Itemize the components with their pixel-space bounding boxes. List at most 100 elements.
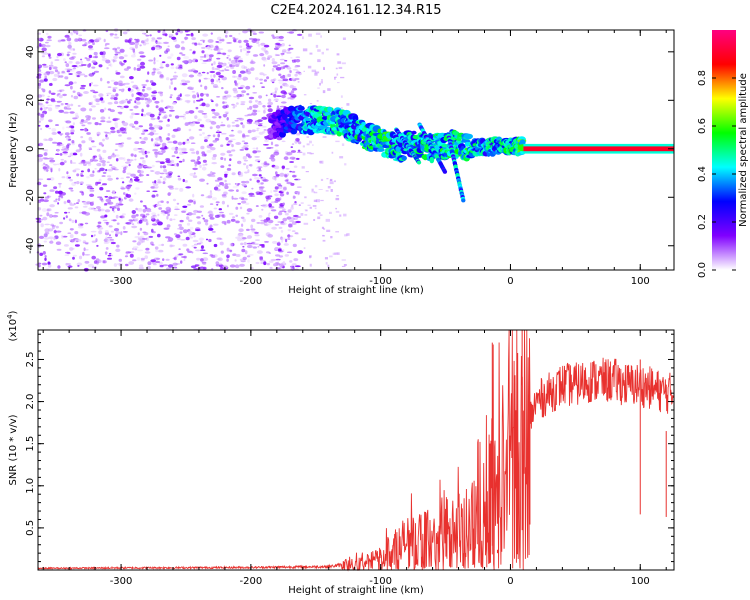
noise-cell [297,141,302,145]
noise-cell [220,152,226,156]
noise-cell [184,94,191,97]
noise-cell [259,82,263,84]
noise-cell [280,230,284,233]
noise-cell [258,167,262,171]
sparse-cell [309,255,312,258]
noise-cell [151,82,157,86]
noise-cell [242,124,246,129]
sparse-cell [307,152,312,154]
noise-cell [260,262,264,264]
noise-cell [81,140,86,144]
noise-cell [53,163,58,166]
noise-cell [85,201,92,205]
noise-cell [280,222,285,226]
noise-cell [100,198,104,203]
noise-cell [167,118,170,122]
noise-cell [232,106,236,109]
noise-cell [119,75,125,79]
noise-cell [175,66,179,70]
noise-cell [89,189,95,192]
noise-cell [127,87,131,92]
noise-cell [157,201,160,205]
noise-cell [256,127,260,130]
noise-cell [201,266,204,270]
noise-cell [84,260,90,264]
noise-cell [48,56,52,59]
noise-cell [48,119,53,123]
noise-cell [152,148,159,152]
noise-cell [274,144,279,147]
noise-cell [231,129,234,132]
noise-cell [77,38,83,42]
noise-cell [211,116,217,119]
noise-cell [227,49,232,53]
noise-cell [181,40,185,44]
noise-cell [182,205,188,208]
noise-cell [202,40,205,43]
noise-cell [241,248,246,253]
noise-cell [153,90,157,92]
noise-cell [118,258,123,262]
sparse-cell [335,197,340,201]
noise-cell [128,219,133,222]
noise-cell [54,105,59,110]
noise-cell [56,163,60,166]
noise-cell [276,242,281,246]
noise-cell [123,192,126,195]
noise-cell [221,194,227,197]
sparse-cell [326,178,329,180]
noise-cell [145,247,150,251]
noise-cell [50,61,53,65]
sparse-cell [311,69,317,73]
noise-cell [298,204,301,206]
noise-cell [211,162,218,165]
noise-cell [78,34,82,37]
noise-cell [80,60,84,65]
sparse-cell [334,77,336,80]
noise-cell [257,119,263,122]
sparse-cell [314,207,317,210]
noise-cell [43,240,47,243]
noise-cell [76,75,80,78]
sparse-cell [309,103,313,105]
noise-cell [172,218,176,221]
noise-cell [150,259,156,263]
noise-cell [75,32,79,35]
noise-cell [91,145,97,148]
noise-cell [141,113,144,117]
noise-cell [240,242,244,246]
noise-cell [279,197,282,201]
noise-cell [215,103,219,107]
noise-cell [293,217,298,220]
noise-cell [81,38,87,42]
noise-cell [157,221,163,226]
noise-cell [67,175,71,178]
noise-cell [198,128,203,131]
noise-cell [64,254,70,256]
noise-cell [181,147,187,151]
noise-cell [228,189,235,192]
noise-cell [84,254,91,256]
noise-cell [181,256,187,258]
noise-cell [211,230,216,233]
sparse-cell [330,236,333,239]
noise-cell [197,118,202,122]
noise-cell [61,39,66,42]
noise-cell [136,92,142,95]
noise-cell [155,260,160,264]
noise-cell [180,79,186,83]
noise-cell [46,208,50,212]
noise-cell [75,238,80,241]
noise-cell [38,218,44,221]
noise-cell [114,125,119,128]
noise-cell [191,212,197,216]
noise-cell [187,59,193,64]
noise-cell [46,195,52,198]
signal-cell [279,131,286,138]
noise-cell [43,72,48,76]
sparse-cell [321,226,325,229]
noise-cell [173,256,177,261]
noise-cell [229,242,233,247]
noise-cell [115,118,120,120]
noise-cell [276,95,282,97]
